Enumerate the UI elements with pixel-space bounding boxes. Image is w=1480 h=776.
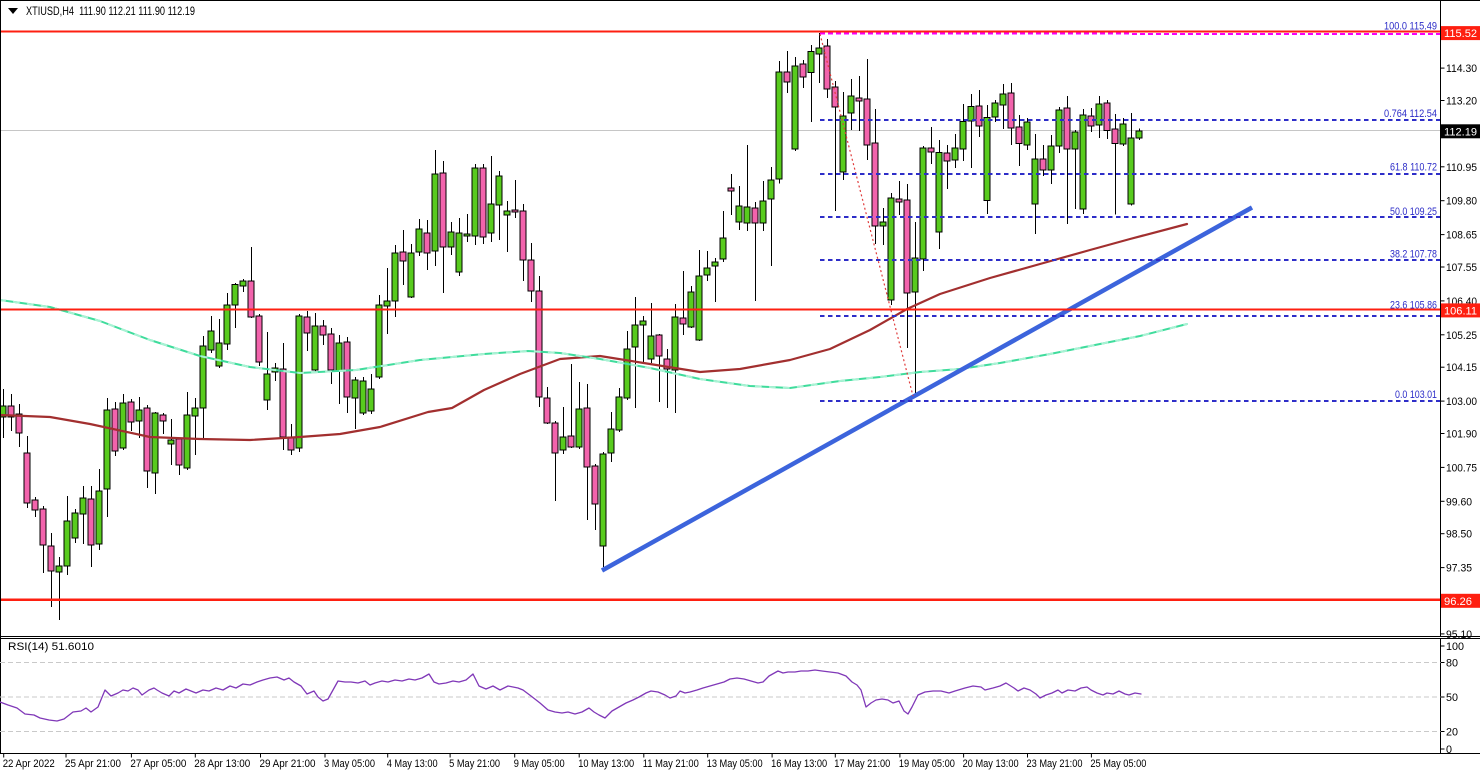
svg-text:0.764 112.54: 0.764 112.54 — [1384, 108, 1437, 120]
svg-text:22 Apr 2022: 22 Apr 2022 — [3, 758, 55, 770]
svg-text:100: 100 — [1446, 641, 1464, 653]
svg-text:13 May 05:00: 13 May 05:00 — [707, 758, 763, 770]
svg-text:20: 20 — [1446, 727, 1458, 739]
svg-text:112.19: 112.19 — [1444, 126, 1477, 138]
svg-text:25 May 05:00: 25 May 05:00 — [1090, 758, 1146, 770]
svg-text:0: 0 — [1446, 744, 1452, 756]
svg-text:5 May 21:00: 5 May 21:00 — [449, 758, 500, 770]
svg-text:28 Apr 13:00: 28 Apr 13:00 — [194, 758, 250, 770]
svg-text:100.75: 100.75 — [1446, 462, 1477, 474]
svg-text:19 May 05:00: 19 May 05:00 — [899, 758, 955, 770]
svg-text:11 May 21:00: 11 May 21:00 — [643, 758, 699, 770]
svg-text:25 Apr 21:00: 25 Apr 21:00 — [65, 758, 121, 770]
svg-text:38.2 107.78: 38.2 107.78 — [1390, 249, 1437, 261]
svg-text:23 May 21:00: 23 May 21:00 — [1027, 758, 1083, 770]
svg-text:16 May 13:00: 16 May 13:00 — [771, 758, 827, 770]
svg-text:114.30: 114.30 — [1446, 63, 1477, 75]
svg-text:9 May 05:00: 9 May 05:00 — [514, 758, 565, 770]
svg-text:96.26: 96.26 — [1444, 596, 1472, 608]
svg-text:107.55: 107.55 — [1446, 262, 1477, 274]
svg-text:27 Apr 05:00: 27 Apr 05:00 — [130, 758, 186, 770]
svg-text:106.11: 106.11 — [1444, 305, 1477, 317]
svg-text:101.90: 101.90 — [1446, 429, 1477, 441]
svg-text:109.80: 109.80 — [1446, 196, 1477, 208]
svg-text:4 May 13:00: 4 May 13:00 — [387, 758, 438, 770]
svg-text:105.25: 105.25 — [1446, 330, 1477, 342]
svg-text:10 May 13:00: 10 May 13:00 — [578, 758, 634, 770]
svg-text:99.60: 99.60 — [1446, 496, 1472, 508]
svg-text:29 Apr 21:00: 29 Apr 21:00 — [260, 758, 316, 770]
svg-text:50: 50 — [1446, 692, 1458, 704]
svg-text:100.0 115.49: 100.0 115.49 — [1384, 21, 1437, 33]
svg-text:98.50: 98.50 — [1446, 529, 1472, 541]
svg-text:20 May 13:00: 20 May 13:00 — [963, 758, 1019, 770]
svg-text:RSI(14) 51.6010: RSI(14) 51.6010 — [8, 641, 94, 653]
svg-text:97.35: 97.35 — [1446, 563, 1472, 575]
svg-text:80: 80 — [1446, 658, 1458, 670]
svg-text:61.8 110.72: 61.8 110.72 — [1390, 162, 1437, 174]
svg-text:XTIUSD,H4 111.90 112.21 111.9: XTIUSD,H4 111.90 112.21 111.90 112.19 — [26, 4, 195, 18]
svg-text:3 May 05:00: 3 May 05:00 — [324, 758, 375, 770]
svg-text:113.20: 113.20 — [1446, 96, 1477, 108]
svg-text:115.52: 115.52 — [1444, 28, 1477, 40]
svg-text:17 May 21:00: 17 May 21:00 — [834, 758, 890, 770]
svg-text:103.00: 103.00 — [1446, 396, 1477, 408]
svg-text:108.65: 108.65 — [1446, 230, 1477, 242]
svg-text:104.15: 104.15 — [1446, 362, 1477, 374]
svg-text:110.95: 110.95 — [1446, 162, 1477, 174]
svg-text:0.0 103.01: 0.0 103.01 — [1395, 389, 1437, 401]
svg-text:50.0 109.25: 50.0 109.25 — [1390, 206, 1437, 218]
svg-text:95.10: 95.10 — [1446, 629, 1472, 641]
